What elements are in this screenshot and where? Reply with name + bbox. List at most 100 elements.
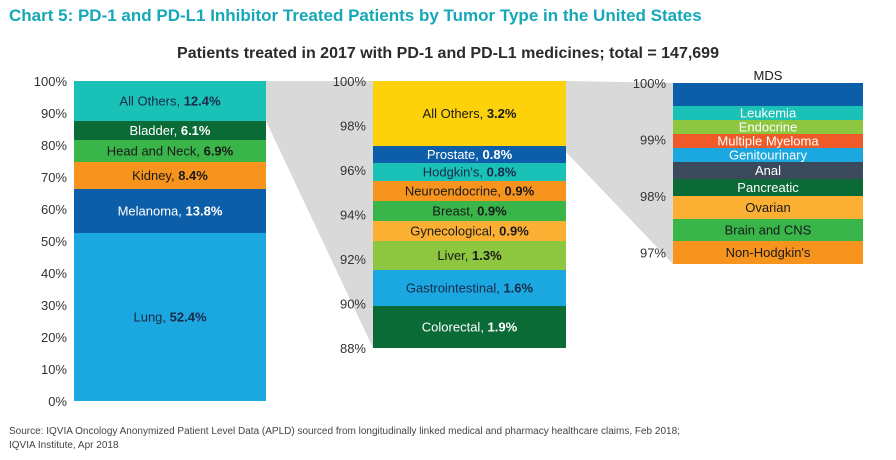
y-tick-label: 70% [41,170,67,185]
y-tick-label: 20% [41,330,67,345]
bar-segment [673,120,863,134]
bar-segment [673,196,863,219]
bar-segment [673,106,863,120]
segment-label: Liver, 1.3% [437,248,502,263]
segment-label: Colorectal, 1.9% [422,320,518,335]
y-tick-label: 50% [41,234,67,249]
bar-segment [673,162,863,179]
y-tick-label: 92% [340,252,366,267]
segment-label: Head and Neck, 6.9% [107,144,234,159]
segment-name: Colorectal, [422,320,488,335]
bar-segment [373,201,566,221]
bar-segment [373,221,566,241]
segment-label: Genitourinary [729,148,808,163]
segment-name: All Others, [119,94,183,109]
y-tick-label: 30% [41,298,67,313]
bar-segment [74,162,266,189]
segment-label: MDS [754,68,783,83]
segment-label: Prostate, 0.8% [427,147,513,162]
segment-value: 6.9% [204,144,234,159]
bar-segment [74,140,266,162]
y-tick-label: 10% [41,362,67,377]
segment-value: 0.8% [483,147,513,162]
bar-segment [373,81,566,146]
zoom-connectors [266,81,673,348]
segment-label: Lung, 52.4% [133,310,206,325]
segment-label: Gynecological, 0.9% [410,224,529,239]
bar-segment [373,163,566,181]
bar-segment [373,241,566,270]
y-tick-label: 98% [340,119,366,134]
segment-label: Non-Hodgkin's [726,245,811,260]
segment-value: 52.4% [170,310,207,325]
y-tick-label: 60% [41,202,67,217]
segment-label: Ovarian [745,200,791,215]
segment-value: 8.4% [178,168,208,183]
source-line: IQVIA Institute, Apr 2018 [9,440,119,451]
segment-name: All Others, [423,106,487,121]
segment-name: Bladder, [130,123,181,138]
y-tick-label: 90% [41,106,67,121]
segment-label: Pancreatic [737,180,799,195]
segment-name: Endocrine [739,120,798,135]
bar-segment [74,81,266,121]
bar-segment [74,233,266,401]
segment-name: Brain and CNS [725,223,812,238]
bar-segment [673,83,863,106]
zoom-connector [266,81,373,348]
segment-name: Pancreatic [737,180,799,195]
segment-label: Brain and CNS [725,223,812,238]
source-note: Source: IQVIA Oncology Anonymized Patien… [9,425,680,453]
bar-segment [673,179,863,196]
bar-segment [673,219,863,241]
y-tick-label: 98% [640,189,666,204]
segment-label: Leukemia [740,106,797,121]
segment-value: 3.2% [487,106,517,121]
zoom-connector [566,81,673,264]
segment-label: Gastrointestinal, 1.6% [406,281,534,296]
segment-name: Breast, [432,204,477,219]
segment-name: Melanoma, [118,204,186,219]
segment-name: Genitourinary [729,148,808,163]
segment-label: Endocrine [739,120,798,135]
chart-title: Chart 5: PD-1 and PD-L1 Inhibitor Treate… [9,6,702,25]
segment-label: Kidney, 8.4% [132,168,208,183]
segment-label: Breast, 0.9% [432,204,507,219]
segment-name: Neuroendocrine, [405,184,505,199]
bar-segment [673,241,863,264]
bar-segment [373,146,566,163]
y-tick-label: 88% [340,341,366,356]
segment-name: Lung, [133,310,169,325]
segment-name: Head and Neck, [107,144,204,159]
bar-segment [673,134,863,148]
segment-label: Melanoma, 13.8% [118,204,223,219]
segment-value: 1.3% [472,248,502,263]
segment-name: Anal [755,163,781,178]
y-tick-label: 90% [340,297,366,312]
segment-label: All Others, 3.2% [423,106,517,121]
segment-name: Ovarian [745,200,791,215]
segment-name: Leukemia [740,106,797,121]
y-tick-label: 100% [34,74,68,89]
segment-label: Anal [755,163,781,178]
segment-name: Prostate, [427,147,483,162]
segment-name: Hodgkin's, [423,165,487,180]
segment-label: Bladder, 6.1% [130,123,211,138]
bar-segment [74,189,266,233]
segment-name: Multiple Myeloma [717,134,819,149]
segment-label: Hodgkin's, 0.8% [423,165,517,180]
segment-value: 1.9% [488,320,518,335]
y-tick-label: 40% [41,266,67,281]
bar-segment [373,270,566,306]
segment-value: 0.9% [477,204,507,219]
segment-name: Kidney, [132,168,178,183]
source-line: Source: IQVIA Oncology Anonymized Patien… [9,426,680,437]
bar-segment [373,181,566,201]
y-tick-label: 80% [41,138,67,153]
segment-value: 0.9% [505,184,535,199]
chart-subtitle: Patients treated in 2017 with PD-1 and P… [177,45,719,62]
segment-value: 13.8% [186,204,223,219]
bar-segment [74,121,266,140]
segment-label: Multiple Myeloma [717,134,819,149]
